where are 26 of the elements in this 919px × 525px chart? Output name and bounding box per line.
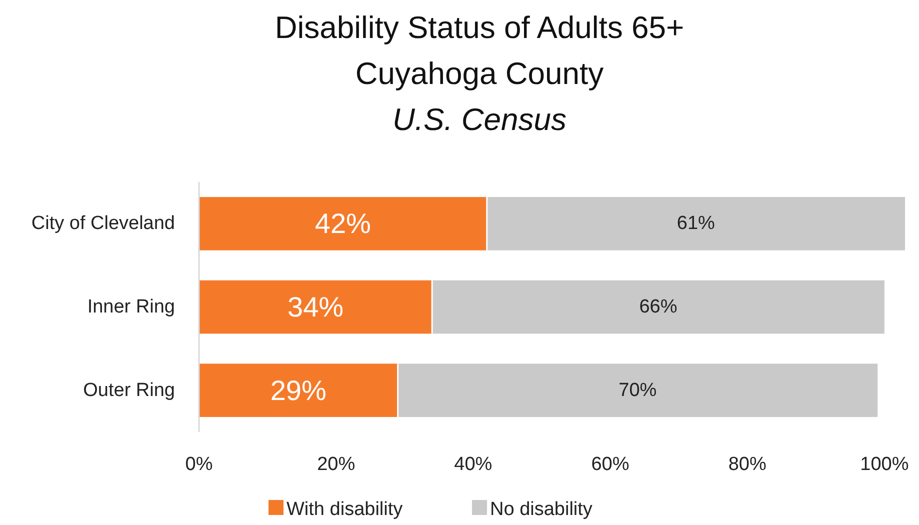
bar xyxy=(199,364,398,417)
y-tick-label: Inner Ring xyxy=(87,296,175,318)
bar xyxy=(432,280,884,334)
bar xyxy=(398,364,878,417)
y-tick-label: City of Cleveland xyxy=(31,213,175,234)
legend-label: With disability xyxy=(286,499,404,520)
chart-title: Disability Status of Adults 65+ xyxy=(274,10,684,45)
x-tick-label: 60% xyxy=(591,454,630,475)
data-label: 42% xyxy=(314,208,371,240)
data-label: 61% xyxy=(676,213,716,234)
chart-subtitle: Cuyahoga County xyxy=(355,56,604,91)
x-tick-label: 40% xyxy=(454,454,492,475)
bar xyxy=(199,280,432,334)
x-tick-label: 100% xyxy=(860,454,909,475)
bar xyxy=(486,197,905,250)
x-tick-label: 20% xyxy=(317,454,356,475)
bar xyxy=(199,197,487,250)
data-label: 70% xyxy=(618,380,657,401)
legend-label: No disability xyxy=(490,499,593,520)
text: U.S. Census xyxy=(392,102,567,137)
x-tick-label: 0% xyxy=(185,454,213,475)
data-label: 29% xyxy=(270,374,326,406)
data-label: 66% xyxy=(639,296,678,318)
y-tick-label: Outer Ring xyxy=(83,380,175,401)
data-label: 34% xyxy=(288,292,344,322)
x-tick-label: 80% xyxy=(728,454,766,475)
